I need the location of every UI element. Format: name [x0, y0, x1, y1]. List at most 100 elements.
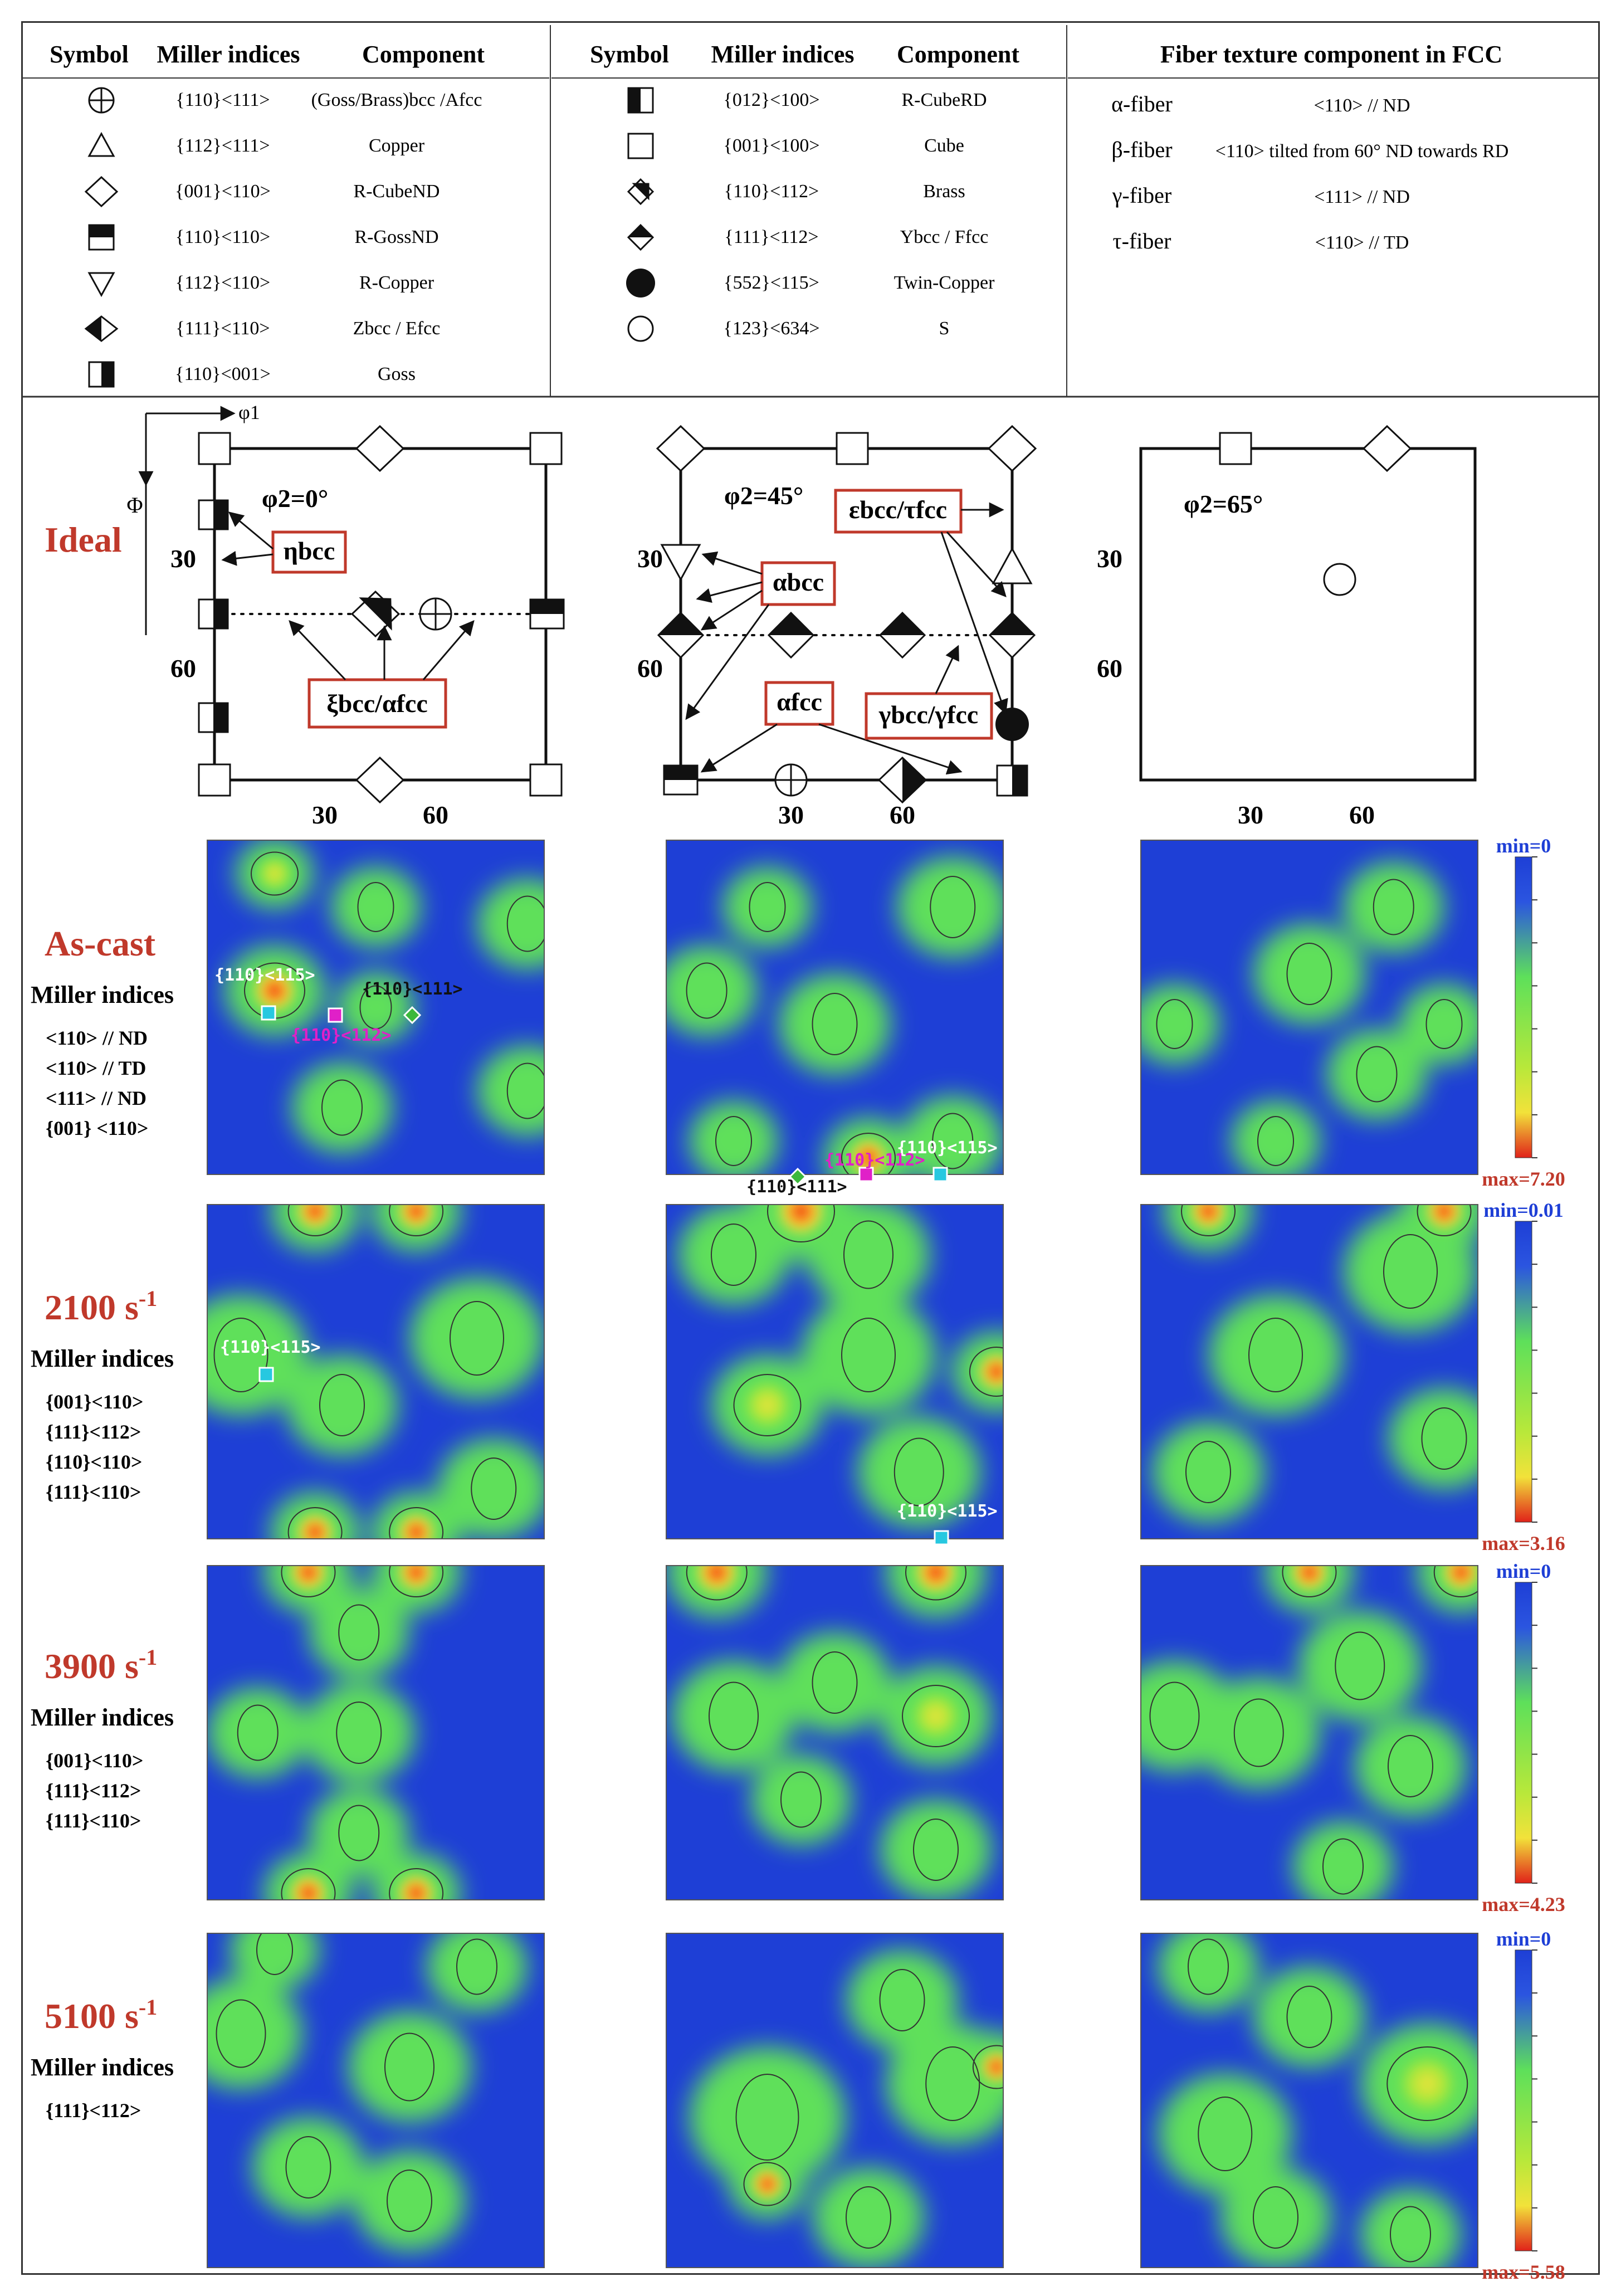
twin-copper-circle-icon	[995, 708, 1029, 741]
section-phi2-45: φ2=45°	[724, 481, 803, 510]
brass-diamond-icon	[877, 756, 927, 804]
miller-index-item: {001}<110>	[46, 1749, 143, 1772]
diamond-icon	[355, 756, 405, 804]
colorbar-max: max=5.58	[1482, 2261, 1565, 2283]
colorbar-min: min=0	[1496, 1560, 1551, 1582]
header-miller-left: Miller indices	[157, 41, 300, 68]
phi1-label: φ1	[238, 401, 260, 423]
miller-index-item: {111}<112>	[46, 1421, 141, 1443]
odf-map-r1-c2	[1140, 1204, 1478, 1539]
figure-frame	[21, 21, 1600, 2275]
label-110-112: {110}<112>	[291, 1026, 392, 1045]
square-icon	[627, 133, 654, 159]
miller-index-item: <110> // ND	[46, 1027, 148, 1049]
ideal-panel-phi2-0: φ1 Φ 30 60 30 60 φ2=0° ηbcc	[126, 401, 565, 829]
miller-indices-title: Miller indices	[31, 1345, 174, 1372]
mid-row-component: Brass	[923, 181, 965, 202]
cube-square-icon	[198, 763, 231, 797]
header-component-left: Component	[362, 41, 485, 68]
miller-indices-title: Miller indices	[31, 981, 174, 1008]
cube-square-icon	[836, 432, 869, 465]
gamma-label: γbcc/γfcc	[878, 700, 978, 729]
cube-square-icon	[529, 763, 563, 797]
tick-phi1-60: 60	[890, 801, 915, 829]
colorbar-min: min=0	[1496, 1928, 1551, 1950]
tick-phi-30: 30	[170, 544, 196, 573]
legend-table: Symbol Miller indices Component Symbol M…	[21, 25, 1600, 398]
odf-map-r0-c2	[1140, 840, 1478, 1175]
label-110-111: {110}<111>	[362, 979, 463, 999]
section-phi2-0: φ2=0°	[262, 484, 328, 513]
miller-index-item: {111}<112>	[46, 2099, 141, 2122]
left-row-miller: {111}<110>	[175, 318, 270, 339]
row-title: As-cast	[45, 924, 156, 963]
mid-row-component: S	[939, 318, 950, 339]
Phi-label: Φ	[126, 493, 143, 518]
mid-row-component: Cube	[924, 135, 964, 156]
colorbar-min: min=0.01	[1483, 1199, 1564, 1221]
strain-rate-title: 2100 s-1	[45, 1286, 157, 1327]
diamond-icon	[84, 176, 119, 208]
left-row-miller: {110}<001>	[175, 364, 271, 384]
odf-map-r3-c1	[666, 1933, 1004, 2268]
odf-maps	[207, 840, 1478, 2268]
miller-index-item: {110}<110>	[46, 1451, 142, 1473]
odf-map-r1-c0	[207, 1204, 545, 1539]
brass-diamond-icon	[350, 590, 401, 638]
header-component-mid: Component	[897, 41, 1019, 68]
r-cube-rd-square-icon	[996, 764, 1028, 797]
mid-row-miller: {123}<634>	[724, 318, 820, 339]
triangle-down-icon	[87, 272, 115, 298]
tick-phi-60: 60	[1097, 654, 1122, 683]
odf-map-r2-c0	[207, 1565, 545, 1900]
eta-bcc-label: ηbcc	[284, 537, 335, 565]
mid-row-miller: {001}<100>	[724, 135, 820, 156]
left-row-component: (Goss/Brass)bcc /Afcc	[311, 90, 482, 110]
goss-square-icon	[198, 598, 229, 630]
header-fiber: Fiber texture component in FCC	[1160, 41, 1502, 68]
square-right-half-icon	[88, 361, 115, 388]
fiber-desc: <111> // ND	[1314, 187, 1410, 207]
tick-phi1-30: 30	[312, 801, 338, 829]
mid-row-miller: {110}<112>	[724, 181, 819, 202]
header-symbol-mid: Symbol	[590, 41, 669, 68]
goss-square-icon	[198, 702, 229, 733]
miller-index-item: <110> // TD	[46, 1057, 146, 1079]
diamond-bottom-half-icon	[627, 178, 655, 206]
tick-phi1-30: 30	[778, 801, 804, 829]
left-row-miller: {110}<110>	[175, 227, 270, 247]
fiber-name: α-fiber	[1111, 91, 1173, 116]
left-row-component: Goss	[378, 364, 416, 384]
triangle-up-icon	[87, 131, 115, 157]
tick-phi-30: 30	[1097, 544, 1122, 573]
colorbar: min=0 max=5.58	[1482, 1928, 1565, 2283]
odf-map-r2-c2	[1140, 1565, 1478, 1900]
fiber-desc: <110> tilted from 60° ND towards RD	[1215, 141, 1509, 162]
strain-rate-title: 3900 s-1	[45, 1645, 157, 1686]
filled-circle-icon	[626, 269, 655, 298]
alpha-fcc-label: αfcc	[777, 688, 822, 716]
label-110-115: {110}<115>	[897, 1502, 998, 1521]
diamond-top-half-icon	[627, 223, 655, 251]
mid-row-miller: {012}<100>	[724, 90, 820, 110]
alpha-bcc-label: αbcc	[773, 568, 824, 596]
square-top-half-icon	[88, 224, 115, 251]
fiber-desc: <110> // ND	[1314, 95, 1410, 116]
diamond-half-icon	[767, 611, 815, 659]
colorbar: min=0 max=4.23	[1482, 1560, 1565, 1915]
fiber-desc: <110> // TD	[1315, 232, 1409, 253]
tick-phi1-30: 30	[1238, 801, 1263, 829]
miller-index-item: {111}<110>	[46, 1481, 141, 1503]
square-left-half-icon	[627, 87, 654, 114]
header-miller-mid: Miller indices	[711, 41, 854, 68]
colorbar-max: max=7.20	[1482, 1168, 1565, 1190]
ideal-label: Ideal	[45, 520, 122, 559]
tick-phi1-60: 60	[1349, 801, 1375, 829]
label-110-112: {110}<112>	[824, 1151, 925, 1170]
cube-square-icon	[1219, 432, 1252, 465]
ideal-panel-phi2-45: 30 60 30 60 φ2=45° αbcc	[637, 425, 1037, 829]
mid-row-component: Ybcc / Ffcc	[900, 227, 989, 247]
circle-plus-icon	[88, 87, 115, 114]
left-row-miller: {112}<110>	[175, 272, 270, 293]
miller-index-item: {111}<110>	[46, 1810, 141, 1832]
